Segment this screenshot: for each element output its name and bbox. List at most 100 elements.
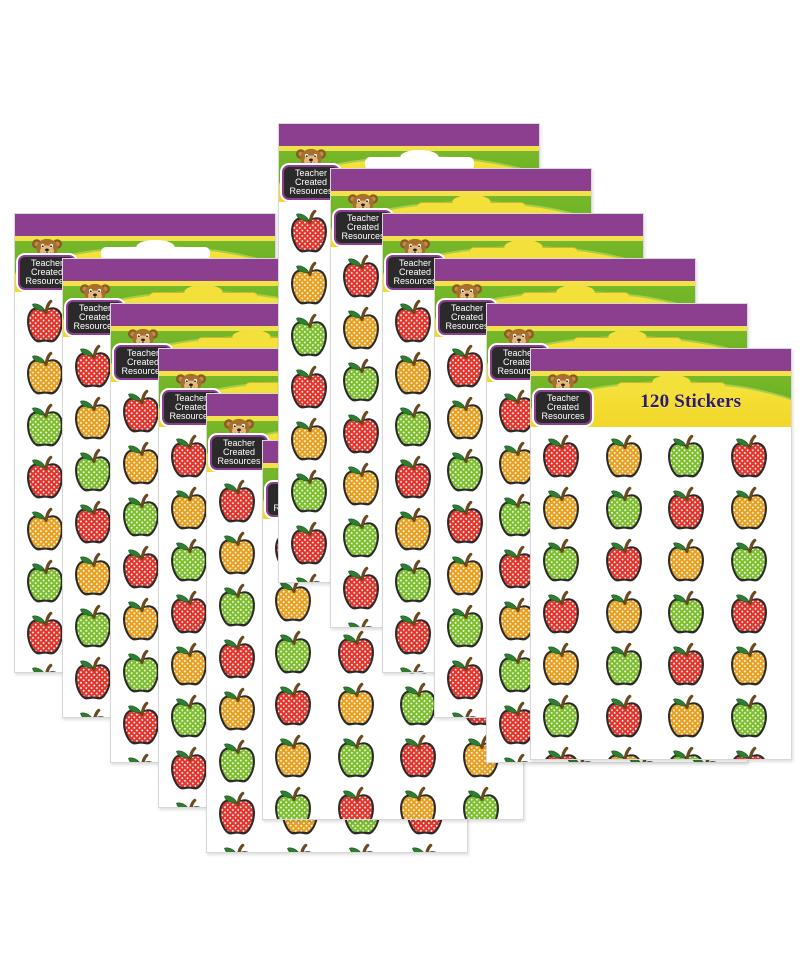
brand-line-3: Resources [289,186,333,197]
apple-sticker-red [537,587,585,639]
apple-sticker-orange [117,750,165,762]
apple-sticker-red [394,731,442,783]
apple-sticker-orange [285,570,333,582]
apple-sticker-red [332,627,380,679]
apple-sticker-red [338,840,386,852]
hang-hole-slot [364,150,474,170]
apple-sticker-red [69,497,117,549]
brand-line-1: Teacher [398,257,432,268]
apple-sticker-orange [662,691,710,743]
apple-sticker-red [337,563,385,615]
apple-sticker-green [69,445,117,497]
apple-sticker-green [269,783,317,819]
apple-sticker-red [213,476,261,528]
yellow-pin-line [531,371,791,376]
apple-sticker-green [276,840,324,852]
apple-sticker-green [441,445,489,497]
brand-line-3: Resources [169,411,213,422]
sticker-pack-front-right[interactable]: Teacher Created Resources 120 Stickers [530,348,792,760]
apple-sticker-orange [165,483,213,535]
brand-line-3: Resources [121,366,165,377]
hang-hole-slot [572,330,682,350]
apple-sticker-orange [269,731,317,783]
yellow-pin-line [15,236,275,241]
apple-sticker-red [337,251,385,303]
apple-sticker-green [537,535,585,587]
apple-sticker-green [441,601,489,653]
bear-mascot-icon [536,371,590,394]
apple-sticker-red [69,653,117,705]
apple-sticker-red [600,535,648,587]
apple-sticker-red [725,431,773,483]
apple-sticker-red [21,296,69,348]
brand-line-2: Created [126,357,160,368]
brand-line-3: Resources [25,276,69,287]
apple-sticker-orange [117,594,165,646]
brand-line-3: Resources [217,456,261,467]
sticker-grid [531,427,791,759]
brand-line-2: Created [222,447,256,458]
brand-logo: Teacher Created Resources [534,371,592,425]
apple-sticker-orange [493,594,541,646]
bear-mascot-icon [284,146,338,169]
purple-top-strip [279,124,539,151]
bear-mascot-icon [116,326,170,349]
pack-header: Teacher Created Resources 120 Stickers [531,349,791,427]
apple-sticker-red [725,743,773,759]
apple-sticker-orange [337,459,385,511]
brand-line-3: Resources [497,366,541,377]
apple-sticker-red [285,518,333,570]
brand-line-1: Teacher [346,212,380,223]
apple-sticker-red [493,386,541,438]
brand-line-2: Created [546,402,580,413]
apple-sticker-orange [600,587,648,639]
purple-top-strip [487,304,747,331]
apple-sticker-orange [600,743,648,759]
purple-top-strip [383,214,643,241]
apple-sticker-orange [725,483,773,535]
apple-sticker-green [165,691,213,743]
yellow-pin-line [279,146,539,151]
apple-sticker-green [337,511,385,563]
bear-mascot-icon [388,236,442,259]
apple-sticker-orange [69,705,117,717]
apple-sticker-orange [285,258,333,310]
apple-sticker-orange [725,639,773,691]
apple-sticker-red [269,679,317,731]
brand-line-2: Created [346,222,380,233]
brand-line-1: Teacher [546,392,580,403]
sticker-sheet [531,427,791,759]
brand-logo: Teacher Created Resources [210,416,268,470]
apple-sticker-red [117,386,165,438]
apple-sticker-orange [441,393,489,445]
sticker-count-label: 120 Stickers [640,391,742,413]
yellow-pin-line [487,326,747,331]
hang-hole-slot [520,285,630,305]
yellow-pin-line [331,191,591,196]
apple-sticker-green [725,691,773,743]
apple-sticker-orange [441,705,489,717]
brand-line-2: Created [502,357,536,368]
apple-sticker-red [441,341,489,393]
apple-sticker-green [725,535,773,587]
apple-sticker-orange [493,438,541,490]
brand-line-3: Resources [445,321,489,332]
brand-line-2: Created [398,267,432,278]
yellow-pin-line [63,281,323,286]
apple-sticker-orange [213,528,261,580]
apple-sticker-green [117,490,165,542]
apple-sticker-orange [441,549,489,601]
brand-line-1: Teacher [30,257,64,268]
apple-sticker-red [337,407,385,459]
apple-sticker-green [332,731,380,783]
apple-sticker-orange [213,840,261,852]
apple-sticker-orange [21,504,69,556]
brand-line-3: Resources [393,276,437,287]
apple-sticker-red [389,452,437,504]
hang-hole-knob [556,285,594,299]
apple-sticker-orange [389,504,437,556]
apple-sticker-red [285,362,333,414]
apple-sticker-red [537,431,585,483]
apple-sticker-red [285,206,333,258]
apple-sticker-green [69,601,117,653]
